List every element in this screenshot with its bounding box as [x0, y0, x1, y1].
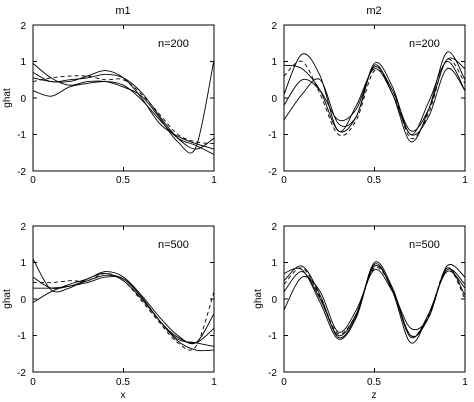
series-line — [32, 72, 215, 150]
series-line — [283, 61, 466, 135]
y-axis-label: ghat — [253, 289, 264, 309]
x-tick-label: 0.5 — [116, 175, 130, 186]
panel-title: m1 — [115, 5, 130, 17]
series-line — [283, 58, 466, 140]
y-tick-label: -2 — [17, 368, 26, 379]
y-tick-label: -2 — [268, 368, 277, 379]
series-line — [32, 59, 215, 154]
series-line — [283, 51, 466, 143]
x-tick-label: 0.5 — [116, 377, 130, 388]
sample-size-annotation: n=500 — [158, 239, 189, 251]
y-tick-label: 1 — [20, 57, 26, 68]
series-line — [32, 272, 215, 351]
x-tick-label: 1 — [462, 175, 468, 186]
y-tick-label: -1 — [17, 331, 26, 342]
sample-size-annotation: n=200 — [409, 38, 440, 50]
series-line — [283, 57, 466, 132]
y-tick-label: 2 — [20, 21, 26, 32]
y-axis-label: ghat — [2, 289, 13, 309]
y-tick-label: 2 — [271, 21, 277, 32]
y-tick-label: 1 — [20, 258, 26, 269]
series-layer — [283, 261, 466, 344]
y-tick-label: -1 — [268, 130, 277, 141]
series-line — [32, 75, 215, 145]
series-line — [283, 64, 466, 136]
x-axis-label: x — [121, 390, 126, 401]
y-tick-label: 0 — [271, 94, 277, 105]
series-line — [32, 274, 215, 344]
x-tick-label: 0 — [30, 175, 36, 186]
panel-title: m2 — [366, 5, 381, 17]
series-line — [32, 258, 215, 347]
axis-ticks — [283, 24, 466, 172]
y-tick-label: 1 — [271, 57, 277, 68]
series-line — [283, 266, 466, 337]
x-tick-label: 1 — [211, 377, 217, 388]
y-tick-label: -2 — [268, 167, 277, 178]
y-tick-label: 1 — [271, 258, 277, 269]
y-tick-label: -1 — [17, 130, 26, 141]
sample-size-annotation: n=500 — [409, 239, 440, 251]
y-tick-label: 2 — [20, 222, 26, 233]
x-tick-label: 0 — [281, 175, 287, 186]
panel-m1-n200: m1 ghat n=200 2 1 0 -1 -2 0 0.5 1 — [2, 5, 217, 186]
y-tick-label: 2 — [271, 222, 277, 233]
x-tick-label: 0.5 — [367, 175, 381, 186]
x-tick-label: 0 — [30, 377, 36, 388]
series-line — [32, 276, 215, 352]
x-axis-label: z — [372, 390, 377, 401]
y-tick-label: -1 — [268, 331, 277, 342]
x-tick-label: 0 — [281, 377, 287, 388]
panel-m1-n500: ghat n=500 2 1 0 -1 -2 0 0.5 1 x — [2, 222, 217, 401]
series-layer — [283, 51, 466, 143]
x-tick-label: 1 — [211, 175, 217, 186]
series-line — [32, 70, 215, 150]
series-layer — [32, 258, 215, 352]
series-layer — [32, 59, 215, 156]
series-line — [283, 261, 466, 339]
axis-ticks — [283, 225, 466, 373]
y-axis-label: ghat — [2, 88, 13, 108]
x-tick-label: 0.5 — [367, 377, 381, 388]
series-line — [283, 263, 466, 344]
y-tick-label: 0 — [271, 295, 277, 306]
y-tick-label: -2 — [17, 167, 26, 178]
x-tick-label: 1 — [462, 377, 468, 388]
series-line — [283, 267, 466, 333]
panel-m2-n200: m2 n=200 2 1 0 -1 -2 0 0.5 1 — [268, 5, 468, 186]
y-tick-label: 0 — [20, 295, 26, 306]
y-tick-label: 0 — [20, 94, 26, 105]
series-line — [32, 81, 215, 156]
panel-m2-n500: ghat n=500 2 1 0 -1 -2 0 0.5 1 z — [253, 222, 468, 401]
sample-size-annotation: n=200 — [158, 38, 189, 50]
series-line — [32, 271, 215, 345]
axis-ticks — [32, 24, 215, 172]
